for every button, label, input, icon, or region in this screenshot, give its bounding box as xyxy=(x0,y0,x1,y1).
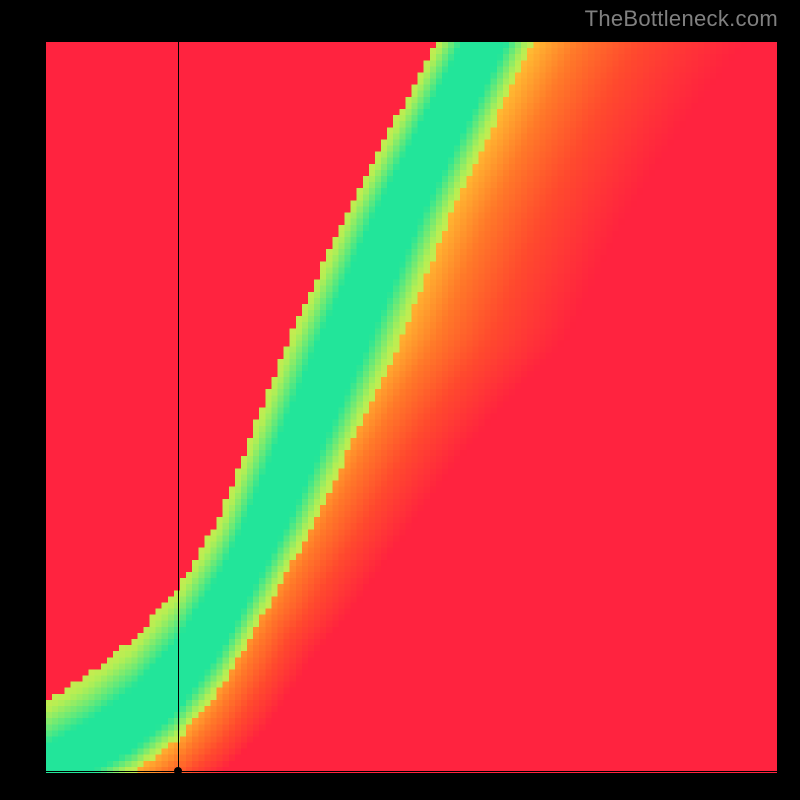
crosshair-horizontal xyxy=(46,771,777,772)
crosshair-marker xyxy=(174,767,182,775)
watermark-text: TheBottleneck.com xyxy=(585,6,778,32)
crosshair-vertical xyxy=(178,42,179,773)
heatmap-plot xyxy=(46,42,777,773)
